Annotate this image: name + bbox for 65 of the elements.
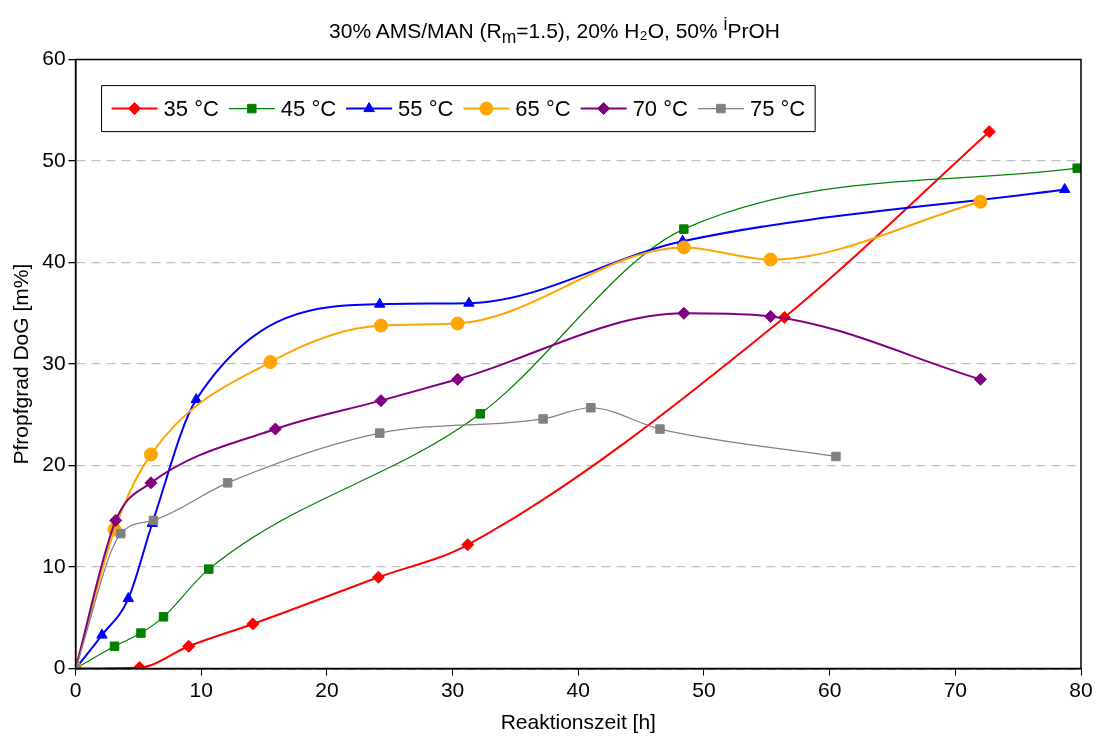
point [1058,183,1071,194]
point [676,240,691,255]
point [263,355,278,370]
point [973,372,987,386]
point [764,309,778,323]
legend-label: 65 °C [515,95,571,121]
point [268,422,282,436]
y-tick-label: 60 [42,46,66,70]
legend-label: 55 °C [398,95,454,121]
x-tick-label: 40 [566,678,590,701]
y-tick-label: 10 [42,553,66,577]
y-tick-label: 30 [42,350,66,374]
point [109,513,123,527]
point [463,296,475,307]
point [371,570,385,584]
point [450,316,465,331]
point [182,639,196,653]
point [679,224,689,234]
y-tick-label: 40 [42,249,66,273]
point [538,414,548,424]
point [655,424,665,434]
point [144,476,158,490]
point [158,612,169,622]
point [143,447,158,462]
y-tick-label: 0 [53,655,66,679]
x-tick-label: 10 [189,678,213,701]
y-axis-title: Pfropfgrad DoG [m%] [9,263,33,465]
point [461,538,475,552]
x-tick-label: 70 [943,678,967,701]
point [190,393,202,404]
point [116,528,126,539]
legend-label: 35 °C [163,95,219,121]
legend-label: 45 °C [280,95,337,121]
point [136,628,146,638]
legend-label: 75 °C [749,95,806,121]
point [96,628,108,639]
point [373,318,388,333]
point [677,306,691,320]
point [374,394,388,408]
point [1072,163,1081,173]
x-tick-label: 50 [692,678,716,701]
chart-title: 30% AMS/MAN (R$_{m}$=1.5), 20% H₂O, 50% $^{i}$PrOH [328,14,781,49]
point [374,297,386,308]
point [475,409,485,419]
point [374,428,385,438]
x-tick-label: 60 [817,678,842,701]
point [109,641,120,652]
point [763,252,778,267]
x-axis-title: Reaktionszeit [h] [500,710,656,734]
point [246,617,260,631]
point [122,592,135,603]
point [451,372,465,386]
point [973,194,988,209]
point [204,564,214,574]
x-tick-label: 30 [440,678,465,701]
point [222,478,233,488]
point [586,403,596,413]
point [982,125,996,139]
x-tick-label: 80 [1069,678,1093,701]
y-tick-label: 50 [42,147,66,171]
x-tick-label: 20 [315,678,339,701]
point [831,451,841,462]
y-tick-label: 20 [42,452,66,476]
legend-label: 70 °C [632,95,689,121]
x-tick-label: 0 [69,678,82,701]
